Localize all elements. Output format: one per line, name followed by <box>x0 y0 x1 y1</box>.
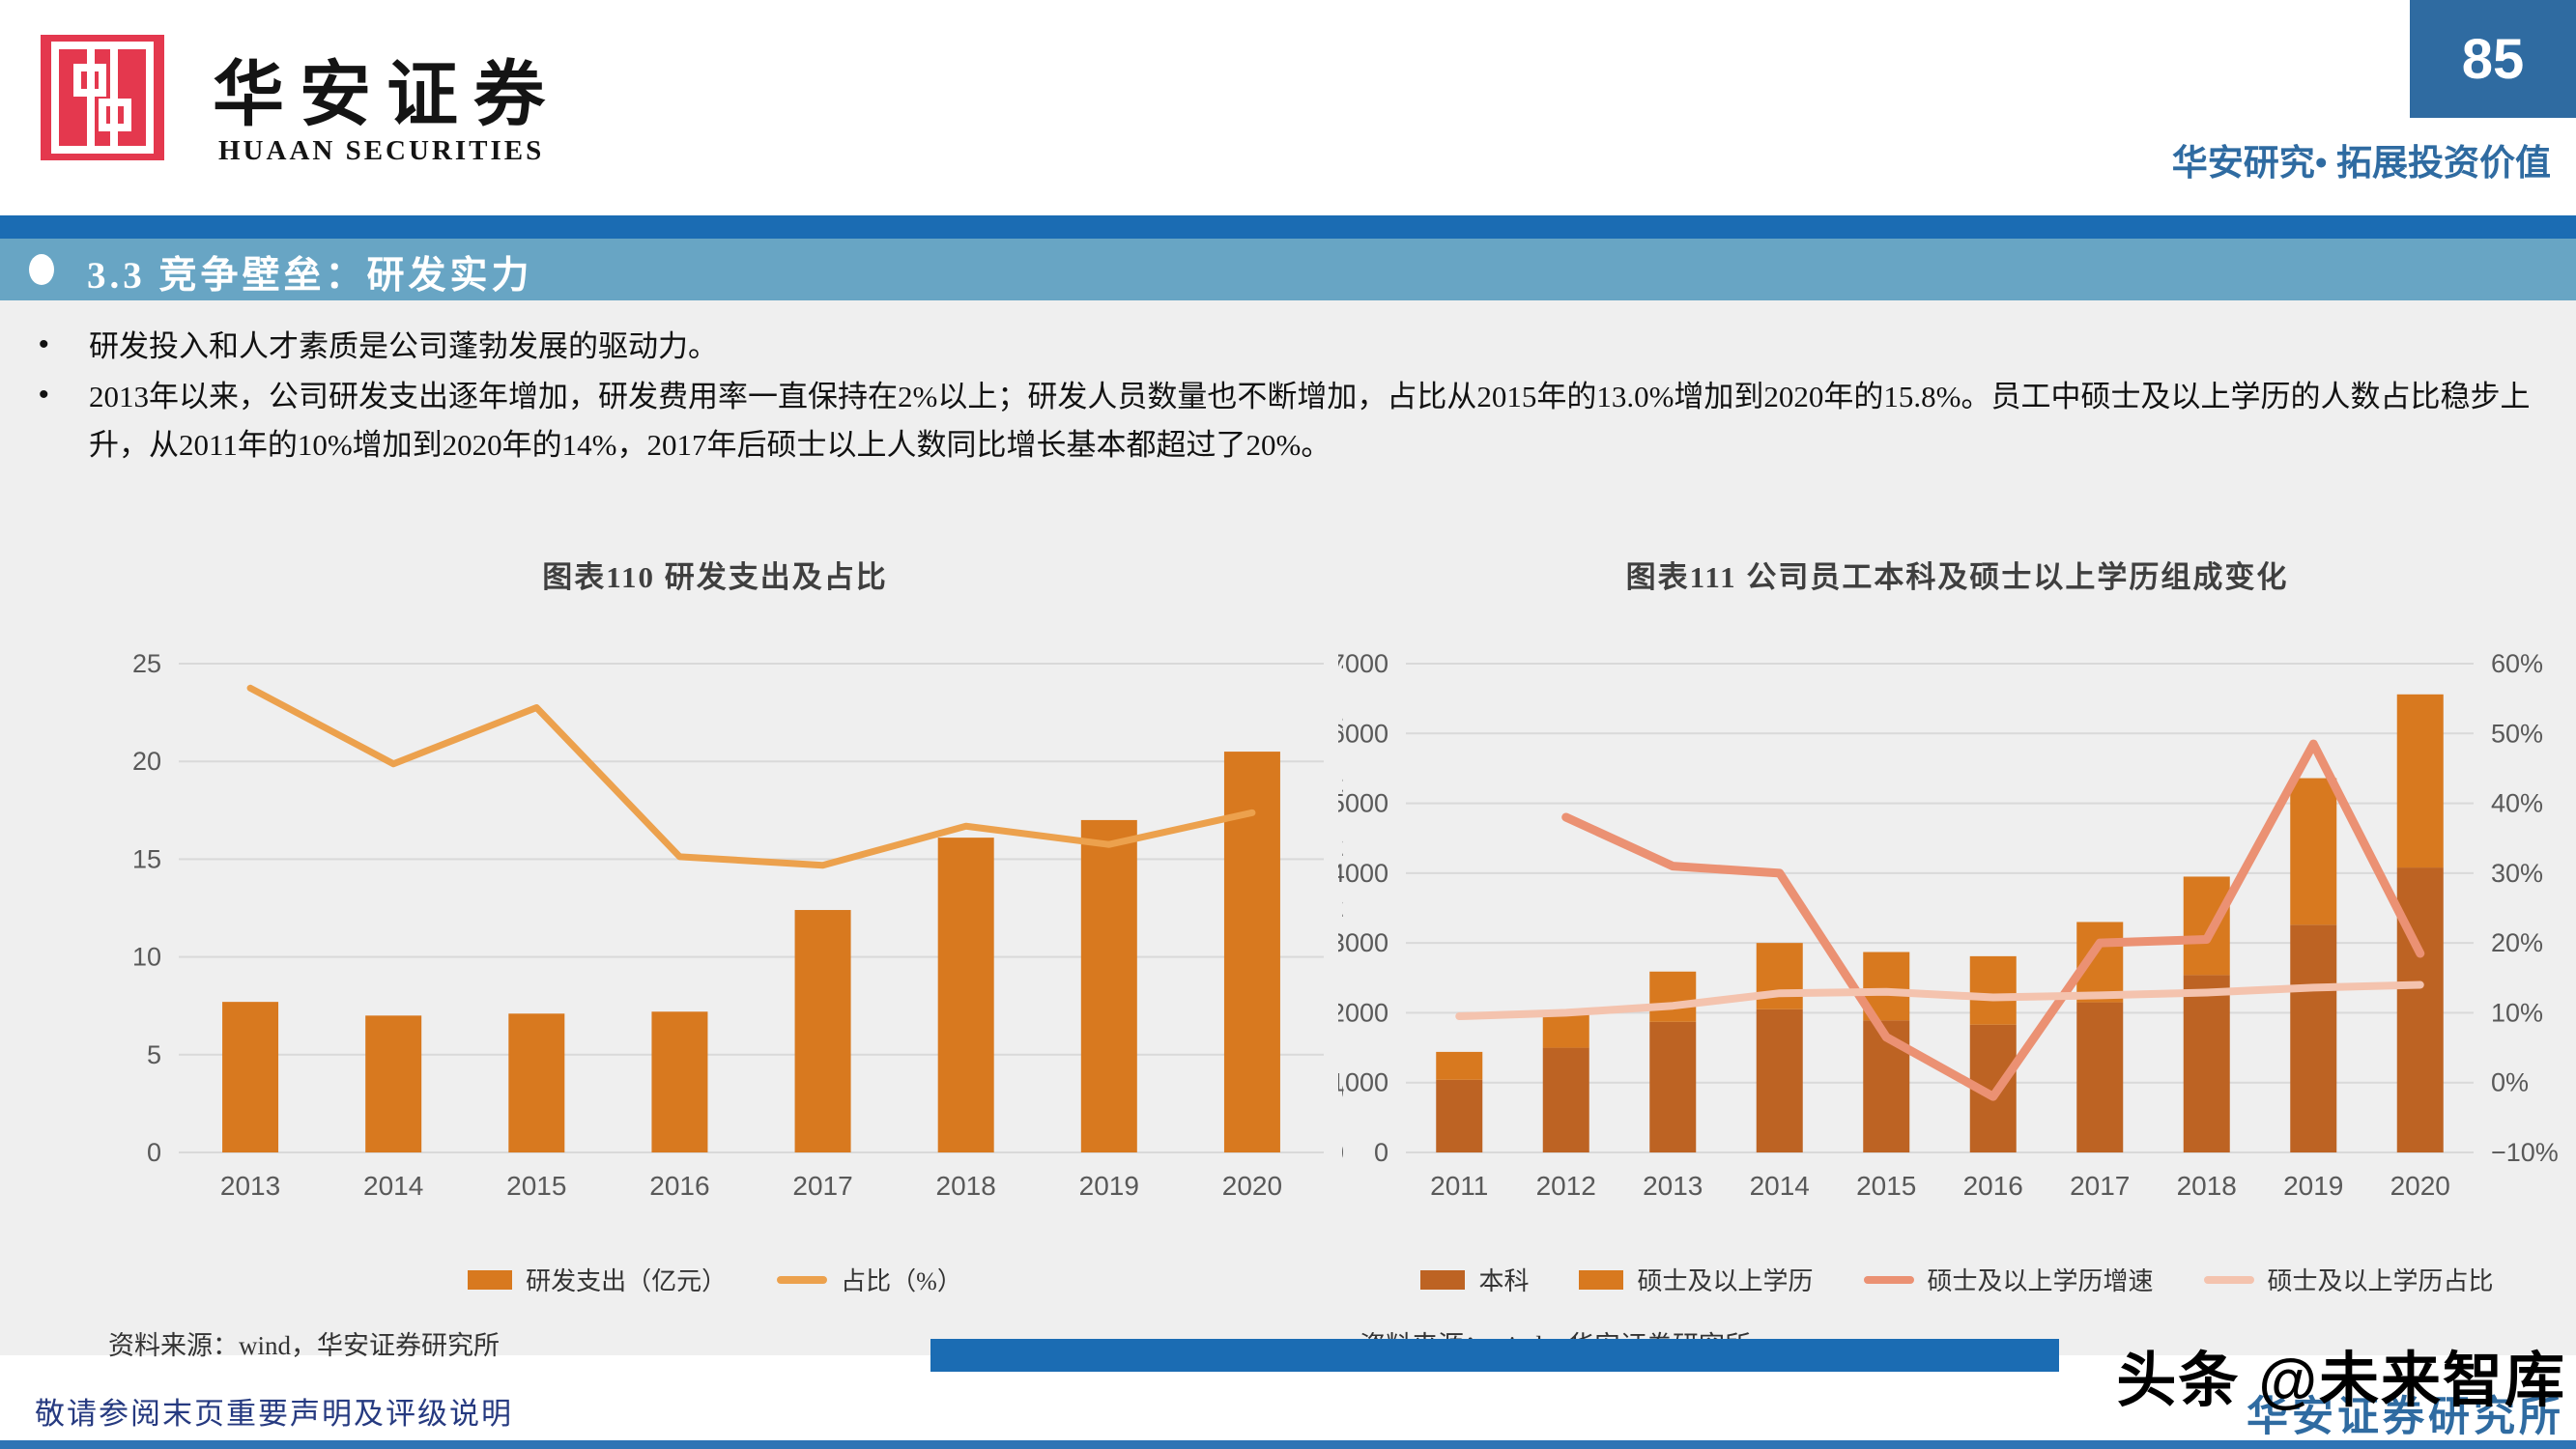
legend-bar-swatch <box>468 1269 513 1290</box>
institute-name: 华安证券研究所 <box>2247 1395 2564 1440</box>
svg-text:0%: 0% <box>2491 1068 2529 1097</box>
bullet-marker: • <box>39 379 49 411</box>
legend-label: 硕士及以上学历占比 <box>2267 1267 2494 1295</box>
brand-name: 华安证券 <box>213 56 560 135</box>
chart-rd-spending: 图表110 研发支出及占比 0 5 10 15 20 25 0.0% 0.5% 1.0% 1.5%… <box>87 553 1343 1362</box>
svg-text:2015: 2015 <box>506 1171 566 1201</box>
svg-text:50%: 50% <box>2491 719 2543 748</box>
svg-text:15: 15 <box>132 844 161 873</box>
svg-text:20: 20 <box>132 747 161 776</box>
svg-text:3000: 3000 <box>1338 928 1388 957</box>
legend-label: 研发支出（亿元） <box>526 1267 728 1295</box>
svg-text:2019: 2019 <box>2283 1171 2343 1201</box>
svg-text:1.5%: 1.5% <box>1341 954 1343 983</box>
legend-line-swatch <box>777 1275 828 1284</box>
svg-text:7000: 7000 <box>1338 649 1388 678</box>
bullet-text: 研发投入和人才素质是公司蓬勃发展的驱动力。 <box>89 329 718 363</box>
svg-text:5000: 5000 <box>1338 789 1388 818</box>
legend-label: 占比（%） <box>841 1267 962 1295</box>
legend-label: 硕士及以上学历增速 <box>1927 1267 2154 1295</box>
chart-legend: 本科 硕士及以上学历 硕士及以上学历增速 硕士及以上学历占比 <box>1338 1262 2576 1297</box>
bullet-marker: • <box>39 328 49 360</box>
svg-text:2020: 2020 <box>1222 1171 1282 1201</box>
education-mix-chart-canvas: 0 1000 2000 3000 4000 5000 6000 7000 −10% 0% 10% 20… <box>1338 649 2559 1201</box>
svg-text:2013: 2013 <box>1643 1171 1703 1201</box>
svg-text:2018: 2018 <box>2177 1171 2237 1201</box>
svg-text:2012: 2012 <box>1536 1171 1596 1201</box>
chart-title: 图表110 研发支出及占比 <box>542 560 888 594</box>
chart-title: 图表111 公司员工本科及硕士以上学历组成变化 <box>1625 560 2289 594</box>
watermark-text: 头条 @未来智库 <box>2116 1348 2566 1414</box>
header-tagline: 华安研究• 拓展投资价值 <box>2171 144 2551 184</box>
svg-text:25: 25 <box>132 649 161 678</box>
bottom-edge-bar <box>0 1440 2576 1449</box>
svg-text:2000: 2000 <box>1338 998 1388 1027</box>
chart-legend: 研发支出（亿元） 占比（%） <box>87 1262 1343 1297</box>
svg-text:−10%: −10% <box>2491 1138 2559 1167</box>
footer-disclaimer: 敬请参阅末页重要声明及评级说明 <box>35 1397 513 1431</box>
section-title-bar: 3.3 竞争壁垒：研发实力 <box>0 239 2576 300</box>
svg-text:2011: 2011 <box>1430 1171 1488 1201</box>
svg-text:5: 5 <box>147 1040 161 1069</box>
svg-text:2.0%: 2.0% <box>1341 894 1343 923</box>
legend-bar-swatch <box>1579 1269 1624 1290</box>
chart-education-mix: 图表111 公司员工本科及硕士以上学历组成变化 0 1000 2000 3000 400… <box>1338 553 2576 1362</box>
legend-bar-swatch <box>1420 1269 1466 1290</box>
footer-divider-bar <box>930 1339 2059 1372</box>
slide-body-background <box>0 300 2576 1355</box>
legend-item: 占比（%） <box>777 1262 962 1297</box>
bullet-text: 2013年以来，公司研发支出逐年增加，研发费用率一直保持在2%以上；研发人员数量… <box>89 380 2531 462</box>
rd-spending-chart-canvas: 0 5 10 15 20 25 0.0% 0.5% 1.0% 1.5% 2.0% 2.5% 3.0% 3.… <box>132 649 1343 1201</box>
svg-text:2016: 2016 <box>1963 1171 2023 1201</box>
svg-text:2017: 2017 <box>792 1171 852 1201</box>
header-divider-bar <box>0 215 2576 239</box>
legend-line-swatch <box>2203 1275 2254 1284</box>
svg-text:2016: 2016 <box>649 1171 709 1201</box>
svg-text:6000: 6000 <box>1338 719 1388 748</box>
svg-text:3.5%: 3.5% <box>1341 710 1343 739</box>
section-title: 3.3 竞争壁垒：研发实力 <box>87 255 533 297</box>
svg-text:2019: 2019 <box>1079 1171 1139 1201</box>
svg-text:0: 0 <box>1374 1138 1388 1167</box>
svg-text:2013: 2013 <box>220 1171 280 1201</box>
svg-text:1000: 1000 <box>1338 1068 1388 1097</box>
svg-text:2.5%: 2.5% <box>1341 833 1343 862</box>
legend-item: 硕士及以上学历 <box>1579 1262 1814 1297</box>
svg-text:20%: 20% <box>2491 928 2543 957</box>
svg-text:1.0%: 1.0% <box>1341 1016 1343 1045</box>
svg-text:0.0%: 0.0% <box>1341 1138 1343 1167</box>
svg-text:2017: 2017 <box>2070 1171 2130 1201</box>
legend-item: 研发支出（亿元） <box>468 1262 727 1297</box>
section-bullet-icon <box>29 254 54 285</box>
svg-text:10: 10 <box>132 943 161 972</box>
svg-text:60%: 60% <box>2491 649 2543 678</box>
svg-text:4.0%: 4.0% <box>1341 649 1343 678</box>
page-number: 85 <box>2461 27 2525 91</box>
svg-text:2020: 2020 <box>2390 1171 2450 1201</box>
legend-item: 本科 <box>1420 1262 1529 1297</box>
brand-name-en: HUAAN SECURITIES <box>218 135 545 166</box>
page-number-box: 85 <box>2410 0 2576 118</box>
svg-text:2015: 2015 <box>1856 1171 1916 1201</box>
svg-text:2014: 2014 <box>1750 1171 1810 1201</box>
legend-line-swatch <box>1863 1275 1914 1284</box>
svg-text:0: 0 <box>147 1138 161 1167</box>
svg-text:4000: 4000 <box>1338 859 1388 888</box>
huaan-logo-icon <box>41 35 164 160</box>
svg-text:3.0%: 3.0% <box>1341 772 1343 801</box>
svg-text:0.5%: 0.5% <box>1341 1077 1343 1106</box>
chart-source: 资料来源：wind，华安证券研究所 <box>108 1331 500 1360</box>
svg-text:2018: 2018 <box>936 1171 996 1201</box>
legend-item: 硕士及以上学历增速 <box>1863 1262 2154 1297</box>
legend-item: 硕士及以上学历占比 <box>2203 1262 2494 1297</box>
svg-text:40%: 40% <box>2491 789 2543 818</box>
svg-text:2014: 2014 <box>363 1171 423 1201</box>
svg-text:30%: 30% <box>2491 859 2543 888</box>
svg-text:10%: 10% <box>2491 998 2543 1027</box>
legend-label: 硕士及以上学历 <box>1637 1267 1814 1295</box>
legend-label: 本科 <box>1478 1267 1530 1295</box>
